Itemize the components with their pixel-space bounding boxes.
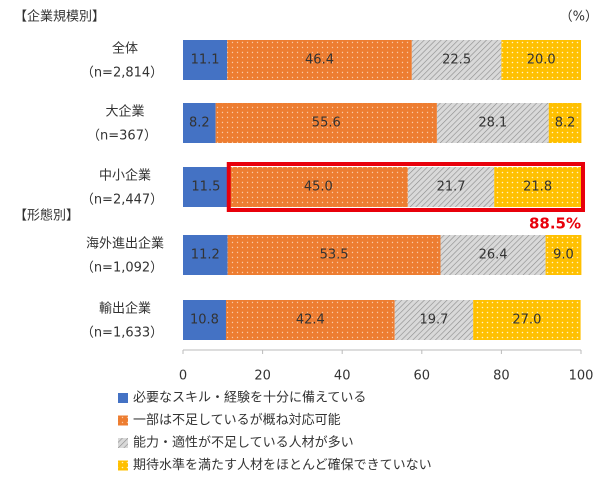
value-label: 21.7 [437,180,466,195]
value-label: 42.4 [296,313,325,328]
category-note: （n=367） [87,129,157,144]
x-tick-label: 80 [493,369,510,384]
category-label: 中小企業 [99,168,151,184]
category-note: （n=1,633） [81,326,163,341]
bar-segment [407,167,495,207]
value-label: 53.5 [320,248,349,263]
bar-segment [436,103,549,143]
legend-label: 期待水準を満たす人材をほとんど確保できていない [133,457,432,473]
group-label: 【企業規模別】 [14,9,105,25]
legend-label: 能力・適性が不足している人材が多い [133,435,354,451]
bar-segment [228,167,408,207]
value-label: 11.2 [191,248,220,263]
bar-segment [440,235,546,275]
value-label: 28.1 [478,116,507,131]
bar-segment [501,40,581,80]
value-label: 11.5 [191,180,220,195]
value-label: 21.8 [523,180,552,195]
legend-swatch [118,415,128,426]
x-tick-label: 20 [254,369,271,384]
value-label: 22.5 [442,53,471,68]
category-label: 輸出企業 [99,301,151,317]
bar-segment [494,167,581,207]
value-label: 8.2 [555,116,576,131]
highlight-box [226,162,586,212]
bar-segment [227,40,412,80]
bar-segment [183,103,216,143]
value-label: 19.7 [419,313,448,328]
value-label: 46.4 [305,53,334,68]
unit-label: （%） [560,10,598,25]
x-tick-label: 100 [569,369,594,384]
category-label: 大企業 [105,104,144,120]
legend-label: 必要なスキル・経験を十分に備えている [133,390,366,406]
bar-segment [548,103,582,143]
category-note: （n=2,447） [81,193,163,208]
legend-swatch [118,460,128,471]
group-label: 【形態別】 [14,208,79,224]
legend-label: 一部は不足しているが概ね対応可能 [133,413,341,428]
bar-segment [215,103,437,143]
bar-segment [183,300,226,340]
bar-segment [394,300,474,340]
value-label: 45.0 [304,180,333,195]
value-label: 27.0 [512,313,541,328]
bar-segment [183,235,228,275]
value-label: 8.2 [189,116,210,131]
category-note: （n=1,092） [81,261,163,276]
x-tick-label: 40 [334,369,351,384]
value-label: 9.0 [553,248,574,263]
category-label: 全体 [112,41,138,57]
bar-segment [473,300,581,340]
value-label: 55.6 [312,116,341,131]
bar-segment [183,40,228,80]
category-note: （n=2,814） [81,66,163,81]
value-label: 10.8 [190,313,219,328]
x-tick-label: 60 [414,369,431,384]
legend-swatch [118,393,128,403]
legend-swatch [118,438,128,448]
bar-segment [545,235,582,275]
value-label: 11.1 [191,53,220,68]
bar-segment [227,235,441,275]
value-label: 26.4 [479,248,508,263]
bar-segment [225,300,395,340]
bar-segment [183,167,229,207]
category-label: 海外進出企業 [86,236,164,252]
value-label: 20.0 [527,53,556,68]
annotation: 88.5% [529,215,581,233]
bar-segment [411,40,502,80]
x-tick-label: 0 [179,369,187,384]
